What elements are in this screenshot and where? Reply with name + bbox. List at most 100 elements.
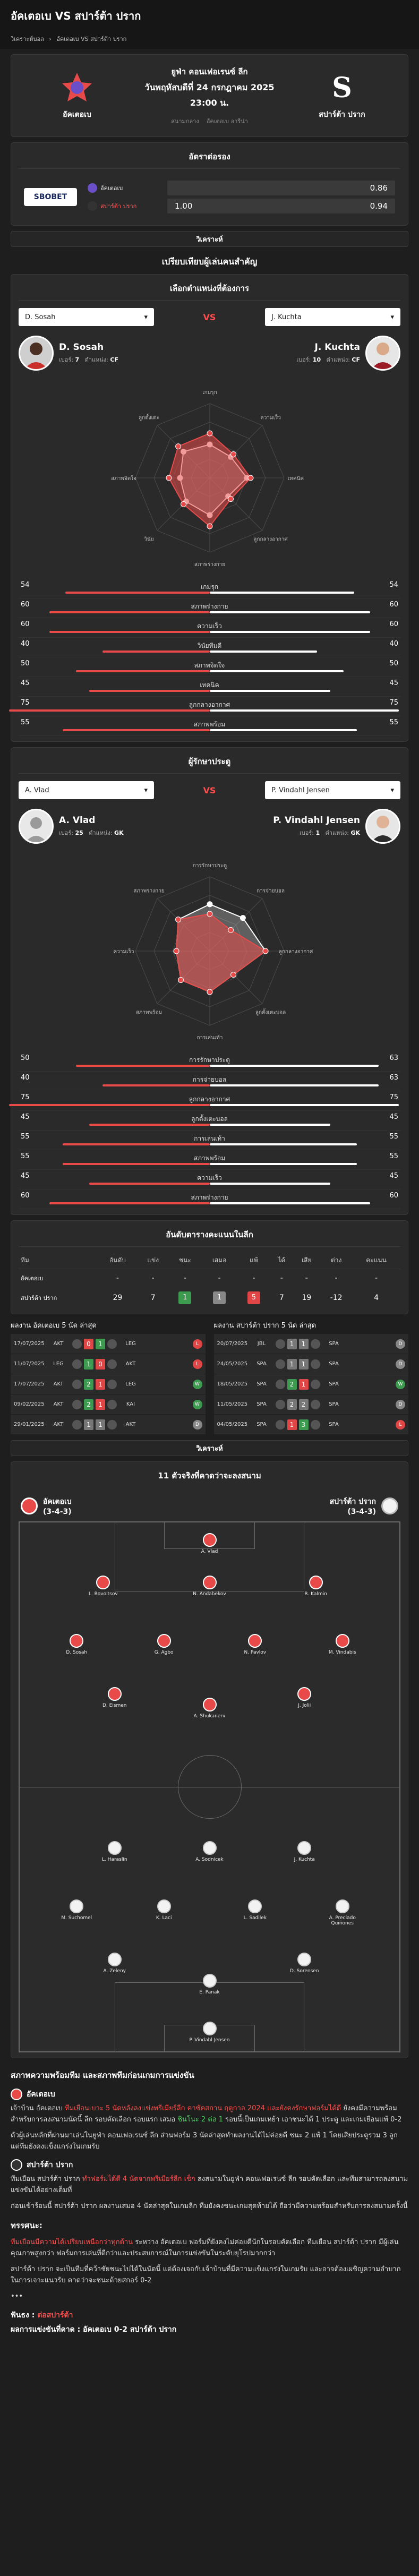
player-name: N. Andabekov — [193, 1591, 226, 1597]
odds-title: อัตราต่อรอง — [19, 148, 400, 169]
position-label: ตำแหน่ง: — [84, 356, 108, 363]
home-lineup-player[interactable]: N. Andabekov — [189, 1576, 231, 1597]
away-lineup-player[interactable]: J. Kuchta — [283, 1841, 326, 1862]
home-lineup-player[interactable]: R. Kalmin — [295, 1576, 337, 1597]
away-lineup-player[interactable]: E. Panak — [189, 1974, 231, 1995]
away-lineup-player[interactable]: D. Sorensen — [283, 1953, 326, 1974]
list-item[interactable]: 09/02/2025 AKT 2 1 KAI W — [11, 1394, 206, 1415]
radar-right-point — [207, 901, 212, 908]
home-lineup-player[interactable]: D. Eismen — [93, 1687, 136, 1708]
list-item[interactable]: 20/07/2025 JBL 1 1 SPA D — [213, 1334, 408, 1354]
result-badge: W — [192, 1379, 202, 1389]
list-item[interactable]: 11/07/2025 LEG 1 0 AKT L — [11, 1354, 206, 1374]
pitch: A. Vlad L. Bovoltsov N. Andabekov R. Kalmin… — [19, 1521, 400, 2052]
list-item[interactable]: 24/05/2025 SPA 1 1 SPA D — [213, 1354, 408, 1374]
home-lineup-player[interactable]: J. Jolii — [283, 1687, 326, 1708]
player-marker-icon — [202, 1698, 217, 1711]
list-item[interactable]: 11/05/2025 SPA 2 2 SPA D — [213, 1394, 408, 1415]
stat-left-bar — [9, 709, 210, 712]
match-date: 29/01/2025 — [14, 1422, 45, 1427]
home-score: 1 — [287, 1338, 297, 1349]
list-item[interactable]: 17/07/2025 AKT 0 1 LEG L — [11, 1334, 206, 1354]
vs-label: VS — [203, 312, 216, 322]
away-lineup-player[interactable]: A. Preciado Quiñones — [321, 1899, 364, 1926]
player-name: D. Eismen — [102, 1703, 127, 1708]
player-meta: เบอร์: 7 ตำแหน่ง: CF — [59, 355, 118, 364]
home-paragraph-1: เจ้าบ้าน อัคเตอเบ ทีมเยือนเบาะ 5 นัดหลัง… — [11, 2103, 408, 2126]
away-lineup-player[interactable]: L. Haraslin — [93, 1841, 136, 1862]
stat-row: 60 ความเร็ว 60 — [19, 618, 400, 638]
away-team-code: SPA — [329, 1401, 339, 1407]
stat-right-value: 60 — [389, 620, 398, 628]
home-lineup-player[interactable]: D. Sosah — [55, 1634, 98, 1655]
team-logo-icon — [275, 1379, 285, 1389]
player-marker-icon — [96, 1576, 110, 1589]
table-cell: - — [335, 1274, 338, 1282]
radar-axis-label: ลูกกลางอากาศ — [278, 949, 313, 955]
stat-pill: 1 — [178, 1291, 192, 1304]
stat-label: ความเร็ว — [197, 622, 222, 630]
away-lineup-player[interactable]: L. Sadilek — [234, 1899, 276, 1921]
away-lineup-player[interactable]: A. Sodnicek — [189, 1841, 231, 1862]
stat-left-bar — [65, 592, 210, 594]
player-name: P. Vindahl Jensen — [189, 2038, 230, 2043]
home-recent-form: ผลงาน อัคเตอเบ 5 นัด ล่าสุด 17/07/2025 AK… — [11, 1320, 206, 1435]
list-item[interactable]: 18/05/2025 SPA 2 1 SPA W — [213, 1374, 408, 1394]
away-team-logo: S — [325, 71, 359, 105]
player-name: M. Suchomel — [61, 1915, 92, 1921]
stat-right-bar — [210, 709, 399, 712]
match-header: อัคเตอเบ ยูฟ่า คอนเฟอเรนซ์ ลีก วันพฤหัสบ… — [11, 54, 408, 137]
home-team-name: อัคเตอเบ — [63, 110, 91, 119]
player-position: GK — [114, 829, 124, 836]
home-lineup-player[interactable]: L. Bovoltsov — [82, 1576, 124, 1597]
team-logo-icon — [310, 1339, 320, 1349]
result-badge: L — [396, 1419, 405, 1430]
away-lineup-player[interactable]: M. Suchomel — [55, 1899, 98, 1921]
breadcrumb-home[interactable]: วิเคราะห์บอล — [11, 36, 44, 42]
home-lineup-player[interactable]: G. Agbo — [143, 1634, 185, 1655]
away-lineup-player[interactable]: A. Zeleny — [93, 1953, 136, 1974]
list-item[interactable]: 17/07/2025 AKT 2 1 LEG W — [11, 1374, 206, 1394]
away-team-code: SPA — [329, 1361, 339, 1367]
chevron-down-icon: ▾ — [144, 786, 148, 794]
list-item[interactable]: 29/01/2025 AKT 1 1 AKT D — [11, 1415, 206, 1435]
table-cell: - — [183, 1274, 186, 1282]
stat-right-bar — [210, 611, 371, 613]
player-marker-icon — [202, 1841, 217, 1855]
home-paragraph-2: ตัวผู้เล่นหลักที่ผ่านมาเล่นในยูฟ่า คอนเฟ… — [11, 2131, 398, 2151]
home-lineup-player[interactable]: N. Pavlov — [234, 1634, 276, 1655]
keeper-left-select[interactable]: A. Vlad ▾ — [19, 781, 154, 799]
text: รอบนี้เป็นเกมเหย้า เอาชนะได้ 1 ประตู และ… — [223, 2116, 402, 2124]
match-date: วันพฤหัสบดีที่ 24 กรกฎาคม 2025 — [144, 82, 275, 92]
radar-axis-label: การจ่ายบอล — [256, 888, 285, 894]
odds-home-price: 0.86 — [167, 181, 395, 195]
lineup-away-name: สปาร์ต้า ปราก — [329, 1497, 376, 1506]
bookmaker-logo[interactable]: SBOBET — [24, 188, 77, 206]
table-cell: - — [252, 1274, 255, 1282]
home-score: 1 — [287, 1358, 297, 1370]
forward-right-select[interactable]: J. Kuchta ▾ — [265, 308, 400, 326]
match-info: ยูฟ่า คอนเฟอเรนซ์ ลีก วันพฤหัสบดีที่ 24 … — [119, 65, 300, 126]
radar-left-point — [227, 927, 234, 933]
list-item[interactable]: 04/05/2025 SPA 1 3 SPA L — [213, 1415, 408, 1435]
home-lineup-player[interactable]: M. Vindabis — [321, 1634, 364, 1655]
stat-left-value: 55 — [21, 1133, 30, 1141]
keeper-left-player: A. Vlad เบอร์: 25 ตำแหน่ง: GK — [19, 809, 124, 844]
breadcrumb-sep: › — [49, 36, 52, 42]
keeper-right-select[interactable]: P. Vindahl Jensen ▾ — [265, 781, 400, 799]
away-team-code: KAI — [126, 1401, 135, 1407]
home-color-icon — [21, 1497, 38, 1514]
away-lineup-player[interactable]: P. Vindahl Jensen — [189, 2022, 231, 2043]
radar-left-point — [180, 501, 186, 507]
home-lineup-player[interactable]: A. Shukanerv — [189, 1698, 231, 1719]
table-header: แข่ง — [138, 1252, 169, 1269]
player-marker-icon — [297, 1687, 312, 1701]
away-lineup-player[interactable]: K. Laci — [143, 1899, 185, 1921]
recent-form: ผลงาน อัคเตอเบ 5 นัด ล่าสุด 17/07/2025 AK… — [11, 1320, 408, 1435]
home-lineup-player[interactable]: A. Vlad — [189, 1533, 231, 1554]
home-team-code: SPA — [256, 1361, 267, 1367]
forward-left-select[interactable]: D. Sosah ▾ — [19, 308, 154, 326]
chevron-down-icon: ▾ — [390, 786, 394, 794]
prediction-pick: ฟันธง : ต่อสปาร์ต้า — [11, 2309, 408, 2322]
